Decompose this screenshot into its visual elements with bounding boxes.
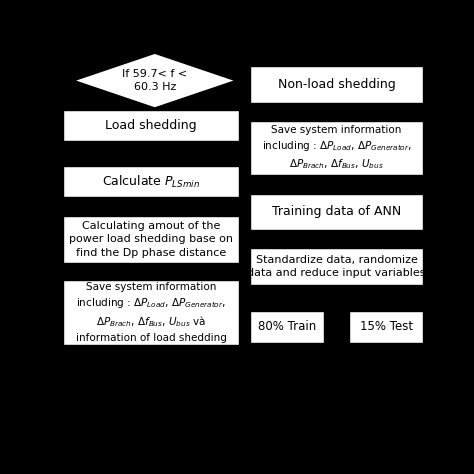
FancyBboxPatch shape bbox=[63, 166, 239, 197]
Text: If 59.7< f <
60.3 Hz: If 59.7< f < 60.3 Hz bbox=[122, 69, 187, 92]
Text: 80% Train: 80% Train bbox=[258, 320, 316, 334]
Text: Standardize data, randomize
data and reduce input variables: Standardize data, randomize data and red… bbox=[247, 255, 426, 278]
Text: Save system information
including : $\Delta P_{Load}$, $\Delta P_{Generator}$,
$: Save system information including : $\De… bbox=[76, 282, 227, 343]
Text: Training data of ANN: Training data of ANN bbox=[272, 206, 401, 219]
FancyBboxPatch shape bbox=[250, 194, 423, 230]
Text: Load shedding: Load shedding bbox=[105, 119, 197, 132]
Text: Non-load shedding: Non-load shedding bbox=[278, 78, 395, 91]
FancyBboxPatch shape bbox=[250, 66, 423, 102]
FancyBboxPatch shape bbox=[63, 216, 239, 263]
Text: Calculating amout of the
power load shedding base on
find the Dp phase distance: Calculating amout of the power load shed… bbox=[69, 221, 233, 257]
FancyBboxPatch shape bbox=[250, 310, 324, 343]
FancyBboxPatch shape bbox=[250, 248, 423, 285]
FancyBboxPatch shape bbox=[63, 110, 239, 141]
Text: Save system information
including : $\Delta P_{Load}$, $\Delta P_{Generator}$,
$: Save system information including : $\De… bbox=[262, 125, 411, 171]
FancyBboxPatch shape bbox=[63, 280, 239, 345]
Polygon shape bbox=[74, 53, 236, 108]
FancyBboxPatch shape bbox=[250, 121, 423, 175]
Text: Calculate $P_{LSmin}$: Calculate $P_{LSmin}$ bbox=[102, 174, 200, 190]
FancyBboxPatch shape bbox=[349, 310, 423, 343]
Text: 15% Test: 15% Test bbox=[360, 320, 413, 334]
